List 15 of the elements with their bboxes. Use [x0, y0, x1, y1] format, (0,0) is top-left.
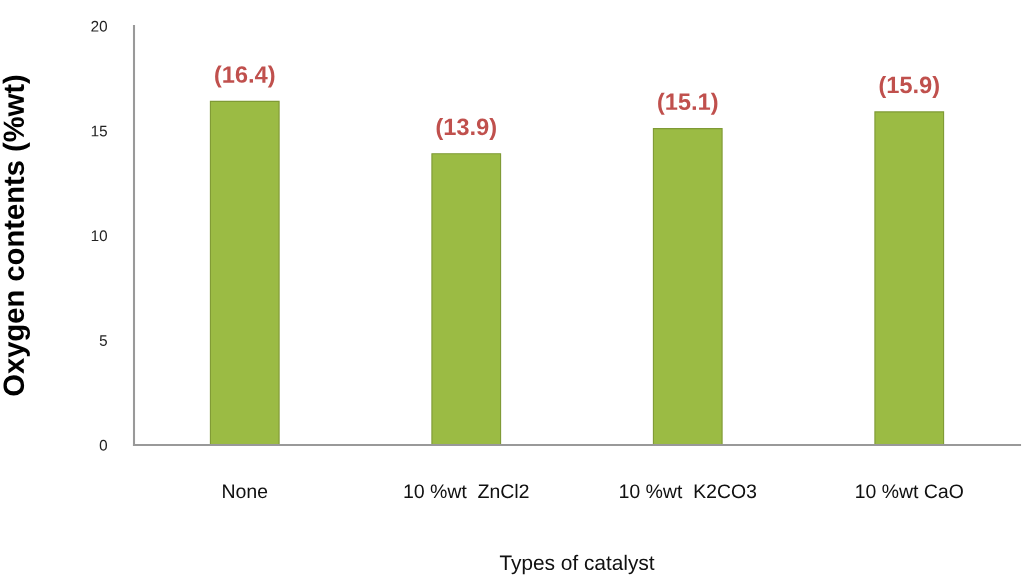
y-tick-label: 10 [91, 230, 108, 242]
data-label: (15.9) [879, 76, 939, 99]
y-tick-label: 20 [91, 20, 108, 32]
y-tick-label: 15 [91, 125, 107, 137]
y-tick-label: 5 [99, 335, 107, 346]
data-label: (16.4) [215, 65, 275, 88]
x-tick-label: 10 %wt ZnCl2 [404, 483, 529, 499]
x-tick-label: None [223, 484, 268, 499]
y-tick-label: 0 [99, 439, 108, 451]
x-tick-label: 10 %wt CaO [856, 484, 963, 499]
x-axis-title: Types of catalyst [499, 554, 655, 575]
data-label: (15.1) [658, 92, 718, 115]
x-tick-label: 10 %wt K2CO3 [620, 484, 757, 499]
data-label: (13.9) [436, 117, 496, 140]
y-axis-title: Oxygen contents (%wt) [2, 75, 30, 396]
